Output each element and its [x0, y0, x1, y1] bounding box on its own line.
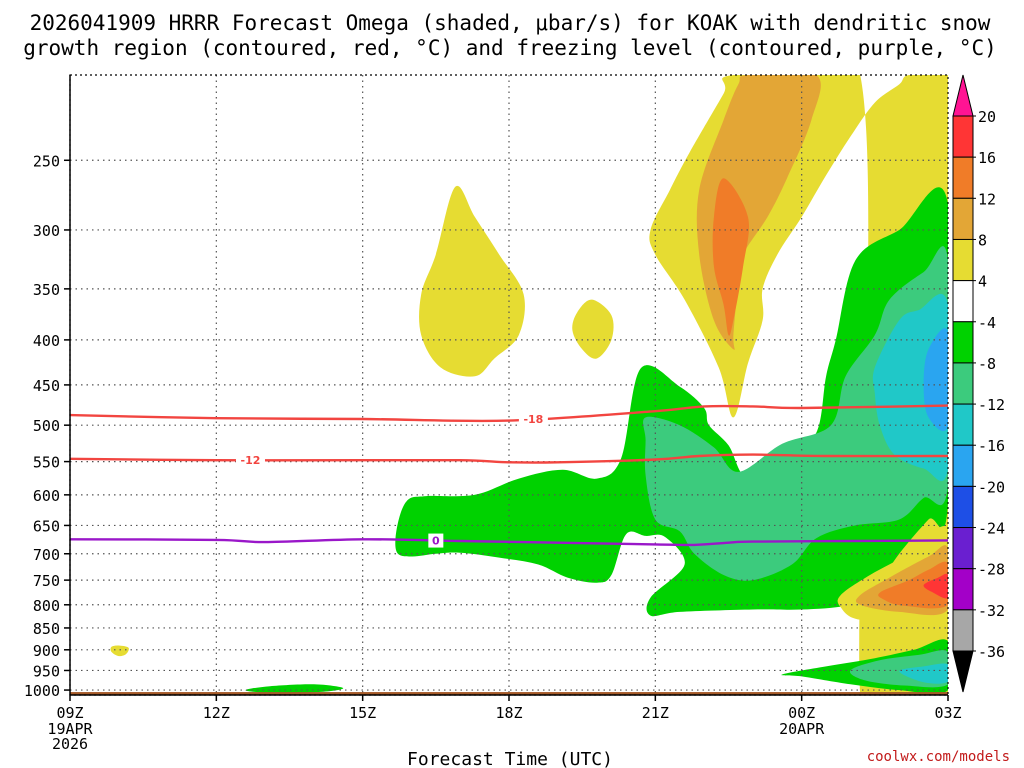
y-tick-label-350: 350: [33, 281, 60, 299]
y-tick-label-500: 500: [33, 417, 60, 435]
y-tick-label-800: 800: [33, 597, 60, 615]
colorbar-cap-bottom: [952, 650, 974, 693]
colorbar-segment: [952, 115, 974, 158]
omega-region-cell-yellow-a: [419, 185, 525, 377]
y-tick-label-550: 550: [33, 454, 60, 472]
omega-region-cell-yellow-c: [110, 645, 129, 657]
contour-label-dendritic-top: -18: [523, 413, 543, 426]
y-tick-label-950: 950: [33, 662, 60, 680]
contour-label-freezing-level: 0: [432, 535, 440, 548]
x-date-label: 20APR: [779, 720, 825, 738]
y-tick-label-700: 700: [33, 546, 60, 564]
x-tick-label-12Z: 12Z: [203, 704, 230, 722]
colorbar-label: -20: [978, 478, 1005, 496]
colorbar-segment: [952, 156, 974, 199]
y-tick-label-650: 650: [33, 517, 60, 535]
y-tick-label-300: 300: [33, 222, 60, 240]
colorbar-label: 8: [978, 231, 987, 249]
chart-title-line-2: growth region (contoured, red, °C) and f…: [23, 36, 997, 60]
colorbar-label: -4: [978, 314, 996, 332]
y-tick-label-400: 400: [33, 332, 60, 350]
y-tick-label-850: 850: [33, 620, 60, 638]
omega-region-low-cyan: [899, 663, 948, 684]
colorbar-label: -32: [978, 602, 1005, 620]
colorbar-label: -28: [978, 561, 1005, 579]
x-tick-label-03Z: 03Z: [934, 704, 961, 722]
omega-region-surface-green: [245, 684, 344, 693]
x-axis-label: Forecast Time (UTC): [407, 749, 613, 768]
x-tick-label-21Z: 21Z: [642, 704, 669, 722]
x-date-label: 2026: [52, 735, 88, 753]
colorbar-segment: [952, 568, 974, 611]
ground-layer: [70, 692, 948, 695]
y-tick-label-450: 450: [33, 377, 60, 395]
x-date-label: 19APR: [47, 720, 93, 738]
colorbar-label: -24: [978, 520, 1005, 538]
colorbar-label: -8: [978, 355, 996, 373]
omega-region-low-red: [923, 573, 948, 599]
colorbar-label: -36: [978, 643, 1005, 661]
omega-region-cell-yellow-b: [572, 299, 614, 359]
contour-label-bg: [235, 453, 265, 468]
x-tick-label-09Z: 09Z: [56, 704, 83, 722]
colorbar-segment: [952, 280, 974, 323]
x-tick-label-15Z: 15Z: [349, 704, 376, 722]
colorbar-segment: [952, 362, 974, 405]
colorbar-segment: [952, 444, 974, 487]
y-tick-label-1000: 1000: [24, 682, 60, 700]
colorbar-segment: [952, 403, 974, 446]
grid: [70, 75, 948, 695]
ground-bar: [70, 692, 948, 695]
temperature-contours: -18 -12 0: [70, 404, 948, 548]
colorbar-label: 20: [978, 108, 996, 126]
colorbar-segment: [952, 321, 974, 364]
colorbar-segment: [952, 485, 974, 529]
credit-text: coolwx.com/models: [867, 749, 1010, 765]
colorbar-label: -16: [978, 437, 1005, 455]
colorbar: 20 16 12 8 4 -4 -8 -12 -16 -20 -24 -28 -32 -36: [952, 74, 1005, 693]
contour-label-dendritic-bottom: -12: [241, 454, 261, 467]
omega-region-main-cyan: [872, 293, 948, 482]
contour-label-bg: [518, 412, 548, 427]
y-tick-label-600: 600: [33, 487, 60, 505]
colorbar-segment: [952, 238, 974, 282]
y-tick-label-900: 900: [33, 642, 60, 660]
omega-region-low-orange: [878, 561, 948, 609]
x-tick-label-00Z: 00Z: [788, 704, 815, 722]
colorbar-label: 12: [978, 190, 996, 208]
colorbar-segment: [952, 527, 974, 570]
colorbar-cap-top: [952, 74, 974, 117]
colorbar-label: -12: [978, 396, 1005, 414]
colorbar-label: 16: [978, 149, 996, 167]
y-tick-label-250: 250: [33, 152, 60, 170]
y-tick-label-750: 750: [33, 572, 60, 590]
x-tick-label-18Z: 18Z: [495, 704, 522, 722]
chart-title-line-1: 2026041909 HRRR Forecast Omega (shaded, …: [30, 11, 991, 35]
colorbar-label: 4: [978, 273, 987, 291]
colorbar-segment: [952, 197, 974, 240]
contour-freezing-level: [70, 538, 948, 547]
omega-region-upper-orange: [712, 178, 750, 336]
colorbar-segment: [952, 609, 974, 652]
contour-label-bg: [428, 533, 444, 548]
axes: 250 300 350 400 450 500 550 600 650 700 750 800 850 9…: [24, 74, 962, 753]
omega-region-main-teal: [643, 246, 948, 581]
contour-dendritic-top: [70, 404, 948, 423]
